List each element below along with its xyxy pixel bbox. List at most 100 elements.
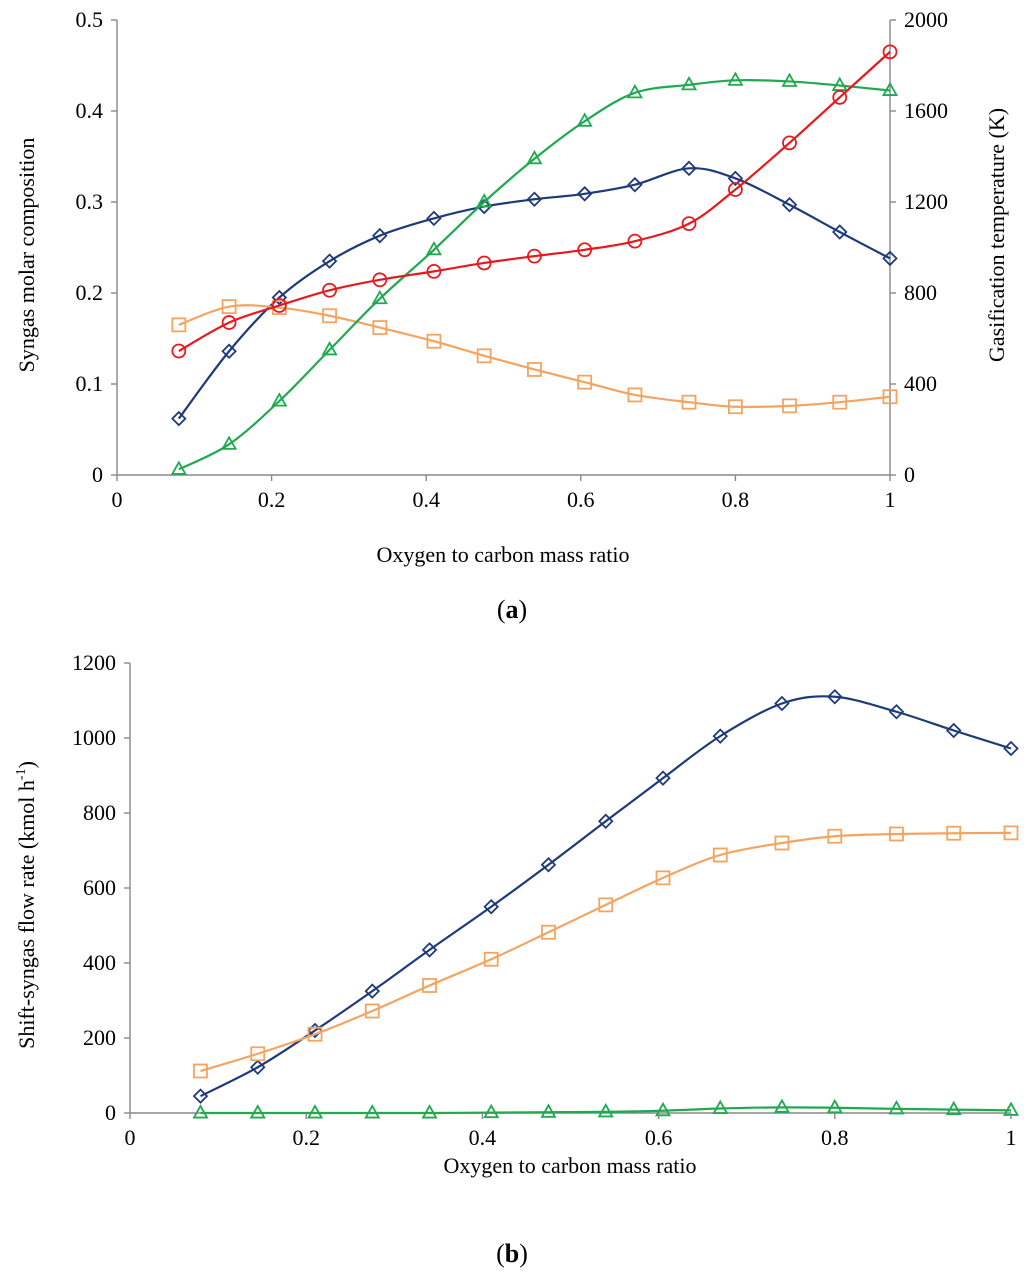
panel-a-point-circle bbox=[322, 282, 337, 298]
panel-b-point-square bbox=[422, 978, 437, 993]
panel-b-point-square bbox=[655, 870, 671, 886]
panel-a-y-tick-label: 0.4 bbox=[76, 98, 104, 123]
panel-b-point-square bbox=[541, 924, 556, 940]
panel-a-y-axis-title: Syngas molar composition bbox=[14, 138, 39, 373]
panel-b-point-diamond bbox=[249, 1059, 266, 1076]
panel-b-point-triangle bbox=[421, 1104, 438, 1119]
panel-a-point-diamond bbox=[781, 196, 798, 213]
panel-a-point-triangle bbox=[170, 460, 187, 475]
panel-a-y2-tick-label: 400 bbox=[904, 371, 937, 396]
panel-b-point-triangle bbox=[945, 1100, 962, 1116]
panel-b-point-square bbox=[483, 951, 499, 967]
panel-a-point-circle bbox=[171, 343, 187, 359]
panel-a-y2-tick-label: 1200 bbox=[904, 189, 948, 214]
panel-a-point-square bbox=[627, 387, 643, 403]
panel-a-point-diamond bbox=[681, 160, 697, 177]
panel-a-point-triangle bbox=[221, 435, 238, 450]
panel-a-point-diamond bbox=[321, 253, 338, 269]
panel-a-point-square bbox=[426, 333, 442, 349]
panel-b-series bbox=[192, 688, 1020, 1119]
panel-b-x-axis-title: Oxygen to carbon mass ratio bbox=[444, 1153, 697, 1178]
panel-b-y-tick-label: 0 bbox=[105, 1100, 116, 1125]
panel-a-point-square bbox=[728, 399, 743, 415]
panel-a-y-tick-label: 0 bbox=[92, 462, 103, 487]
panel-b-point-square bbox=[193, 1063, 208, 1079]
panel-a-point-triangle bbox=[321, 341, 338, 356]
panel-a-point-square bbox=[681, 394, 697, 410]
panel-a-point-diamond bbox=[831, 224, 848, 240]
panel-a-point-circle bbox=[527, 248, 542, 264]
panel-b-x-tick-label: 0.2 bbox=[292, 1125, 320, 1150]
panel-a-point-diamond bbox=[576, 186, 593, 202]
panel-a-point-triangle bbox=[626, 83, 643, 99]
panel-b-y-axis-title-main: Shift-syngas flow rate (kmol h bbox=[14, 780, 39, 1049]
panel-a-point-circle bbox=[271, 298, 287, 313]
panel-a-y2-tick-label: 800 bbox=[904, 280, 937, 305]
panel-b-point-triangle bbox=[364, 1104, 381, 1119]
panel-a-point-circle bbox=[782, 135, 797, 151]
panel-b-point-diamond bbox=[483, 898, 499, 915]
panel-b-point-square bbox=[712, 847, 728, 863]
panel-a-point-circle bbox=[577, 242, 593, 258]
panel-a-series-line-square bbox=[178, 304, 891, 409]
panel-a-point-triangle bbox=[576, 112, 593, 127]
panel-b-point-diamond bbox=[540, 856, 557, 873]
panel-b-series-triangle bbox=[192, 1098, 1020, 1119]
panel-b-y-tick-label: 600 bbox=[83, 875, 116, 900]
panel-b-y-axis-title-end: ) bbox=[14, 761, 39, 768]
panel-b-point-square bbox=[889, 826, 904, 842]
panel-a-y-tick-label: 0.5 bbox=[76, 7, 104, 32]
panel-b-x-ticks: 0 0.2 0.4 0.6 0.8 1 bbox=[125, 1113, 1017, 1150]
panel-a-point-diamond bbox=[221, 343, 237, 360]
panel-a-x-tick-label: 0 bbox=[112, 487, 123, 512]
panel-a-point-square bbox=[832, 394, 848, 410]
panel-a-series-line-triangle bbox=[178, 79, 891, 471]
panel-a-x-tick-label: 0.2 bbox=[258, 487, 286, 512]
panel-a-point-triangle bbox=[425, 240, 442, 256]
panel-b-point-triangle bbox=[597, 1103, 614, 1118]
panel-b-y-tick-label: 400 bbox=[83, 950, 116, 975]
panel-a-x-tick-label: 0.6 bbox=[567, 487, 595, 512]
panel-b-point-triangle bbox=[483, 1103, 500, 1119]
panel-a-label: (a) bbox=[497, 595, 527, 624]
panel-b-point-diamond bbox=[192, 1088, 209, 1104]
panel-a-x-tick-label: 0.4 bbox=[412, 487, 440, 512]
panel-b-point-square bbox=[250, 1046, 266, 1062]
panel-b-y-tick-label: 1000 bbox=[72, 725, 116, 750]
panel-b-point-square bbox=[827, 828, 843, 844]
panel-b-axes bbox=[129, 663, 1011, 1114]
panel-a-point-triangle bbox=[271, 392, 288, 407]
panel-b-point-diamond bbox=[774, 695, 790, 712]
panel-b-point-diamond bbox=[945, 722, 962, 739]
panel-b-x-tick-label: 0.4 bbox=[469, 1125, 497, 1150]
panel-b-x-tick-label: 0.8 bbox=[821, 1125, 849, 1150]
panel-a-point-square bbox=[527, 362, 542, 377]
panel-a-point-square bbox=[322, 308, 337, 324]
panel-a-y-tick-label: 0.3 bbox=[76, 189, 104, 214]
panel-b-point-diamond bbox=[597, 813, 614, 830]
panel-b-label: (b) bbox=[496, 1239, 528, 1268]
panel-b-point-square bbox=[364, 1003, 380, 1019]
panel-a-x-axis-title: Oxygen to carbon mass ratio bbox=[377, 542, 630, 567]
panel-a-y-tick-label: 0.1 bbox=[76, 371, 104, 396]
panel-b-point-triangle bbox=[540, 1103, 557, 1118]
panel-a-point-circle bbox=[426, 263, 442, 279]
panel-a-point-square bbox=[782, 398, 797, 414]
panel-b-point-triangle bbox=[712, 1099, 729, 1114]
panel-b-series-line-triangle bbox=[200, 1106, 1012, 1115]
panel-b-point-triangle bbox=[249, 1104, 266, 1119]
panel-a-series-line-diamond bbox=[177, 167, 891, 420]
panel-a-point-circle bbox=[476, 255, 492, 271]
panel-a-point-triangle bbox=[526, 149, 543, 165]
panel-b-y-ticks: 0 200 400 600 800 1000 1200 bbox=[72, 650, 130, 1125]
panel-b-point-triangle bbox=[654, 1101, 672, 1117]
panel-b-point-diamond bbox=[712, 728, 729, 744]
panel-a-point-square bbox=[577, 374, 593, 390]
panel-a-x-tick-label: 0.8 bbox=[722, 487, 750, 512]
panel-a-point-diamond bbox=[526, 191, 543, 208]
panel-b-point-diamond bbox=[655, 770, 671, 786]
panel-b-point-square bbox=[1003, 825, 1019, 841]
panel-a-point-square bbox=[171, 317, 187, 333]
panel-b-series-diamond bbox=[192, 688, 1019, 1104]
panel-a-point-square bbox=[476, 348, 492, 364]
